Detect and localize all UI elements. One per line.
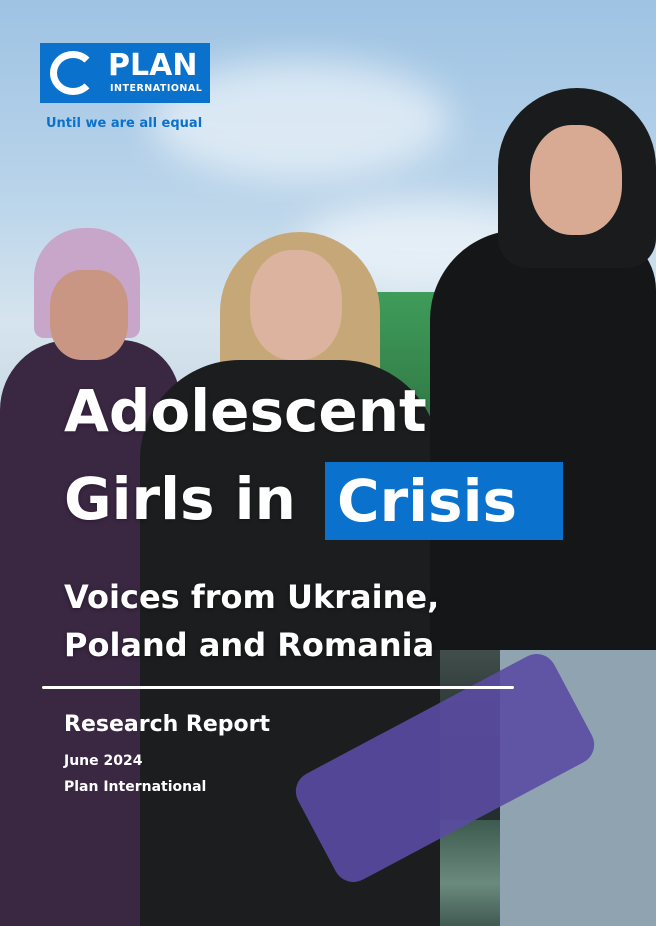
report-type: Research Report [64, 712, 271, 737]
girl-middle-face [250, 250, 342, 360]
logo-subname: INTERNATIONAL [110, 83, 203, 94]
title-line-1: Adolescent [64, 377, 427, 445]
logo-name: PLAN [108, 48, 198, 83]
plan-international-logo: PLAN INTERNATIONAL [40, 43, 210, 103]
girl-left-face [50, 270, 128, 360]
title-line-2: Girls in [64, 465, 296, 533]
title-highlight: Crisis [325, 462, 563, 540]
subtitle-line-2: Poland and Romania [64, 626, 435, 664]
girl-right-jacket [430, 230, 656, 650]
child-globe-icon [50, 51, 96, 95]
publication-date: June 2024 [64, 753, 143, 769]
tagline: Until we are all equal [46, 116, 203, 131]
girl-right-face [530, 125, 622, 235]
subtitle-line-1: Voices from Ukraine, [64, 578, 440, 616]
divider-line [42, 686, 514, 689]
publisher: Plan International [64, 779, 207, 795]
